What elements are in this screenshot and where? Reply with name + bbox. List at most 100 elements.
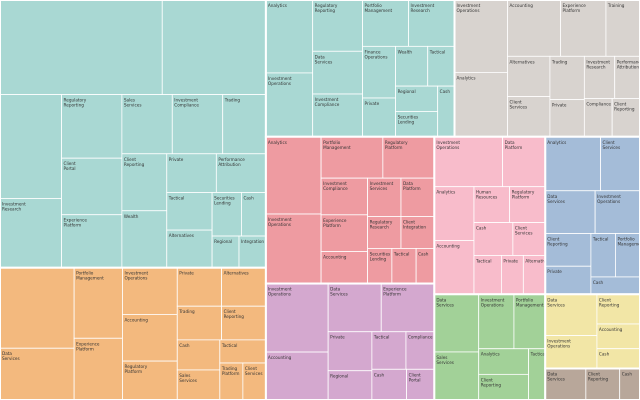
tile-label: Integration [403,224,426,229]
tile-label: Reporting [614,106,635,111]
treemap-tile: Cash [241,192,267,237]
tile-label: Client [547,237,559,242]
tile-label: Services [515,231,533,236]
tile-label: Client [64,161,76,166]
tile-label: Investment [268,217,292,222]
treemap-cell [176,267,222,307]
treemap-cell [211,192,242,237]
treemap-cell [478,293,515,350]
tile-label: Cash [243,195,254,200]
tile-label: Investment [370,181,394,186]
tile-label: Operations [365,54,388,59]
treemap-tile: Training [605,0,640,57]
tile-label: Trading [221,366,238,371]
tile-label: Analytics [268,3,287,8]
tile-label: Cash [593,280,604,285]
tile-label: Alternatives [224,271,249,276]
tile-label: Client [481,377,493,382]
treemap-cell [395,111,439,138]
tile-label: Management [76,276,104,281]
tile-label: Accounting [323,254,347,259]
treemap-tile: Integration [238,235,267,269]
tile-label: Portal [409,377,421,382]
tile-label: Services [124,103,142,108]
treemap-tile: Cash [371,368,407,400]
treemap-tile: Accounting [596,323,640,350]
tile-label: Investment [411,3,435,8]
treemap-cell [0,267,75,349]
tile-label: Platform [64,223,82,228]
tile-label: Data [547,372,557,377]
tile-label: Tactical [393,251,410,256]
tile-label: Data [505,140,515,145]
tile-label: Platform [383,292,401,297]
tile-label: Management [516,302,544,307]
tile-label: Client [403,219,415,224]
treemap-tile: Tactical [528,348,546,400]
treemap-cell [122,314,178,362]
treemap-cell [73,267,123,339]
tile-label: Services [547,302,565,307]
tile-label: Platform [505,145,523,150]
treemap-cell [502,136,546,188]
treemap-tile: Tactical [590,233,616,278]
tile-label: Client [599,297,611,302]
treemap-cell [454,71,508,138]
tile-label: Portfolio [617,237,635,242]
tile-label: Lending [370,256,387,261]
tile-label: Regional [398,89,416,94]
tile-label: Analytics [457,75,476,80]
treemap-cell [312,50,363,95]
treemap-cell [427,45,455,87]
tile-label: Management [323,145,351,150]
tile-label: Cash [476,226,487,231]
tile-label: Operations [547,344,570,349]
treemap-cell [265,283,329,353]
treemap-cell [473,222,514,256]
tile-label: Resources [476,195,497,200]
treemap-cell [367,216,402,249]
treemap-cell [600,136,640,192]
treemap-cell [473,255,502,295]
treemap-cell [61,94,123,159]
tile-label: Sales [124,98,135,103]
tile-label: Compliance [408,335,433,340]
treemap-cell [265,136,322,215]
treemap-tile: Accounting [122,314,178,362]
tile-label: Platform [222,371,240,376]
tile-label: Operations [597,199,620,204]
tile-label: Analytics [268,140,287,145]
tile-label: Reporting [599,302,620,307]
tile-label: Accounting [510,3,534,8]
tile-label: Tactical [221,343,238,348]
treemap-tile: Cash [437,85,455,138]
tile-label: Analytics [547,140,566,145]
treemap-tile: Tactical [166,192,213,231]
tile-label: Data [436,297,446,302]
treemap-cell [391,248,417,284]
treemap-cell [367,248,393,284]
treemap-cell [327,283,382,333]
tile-label: Research [2,206,22,211]
treemap-cell [473,186,511,223]
treemap-tile: Analytics [265,136,322,215]
treemap-tile: Tactical [427,45,455,87]
